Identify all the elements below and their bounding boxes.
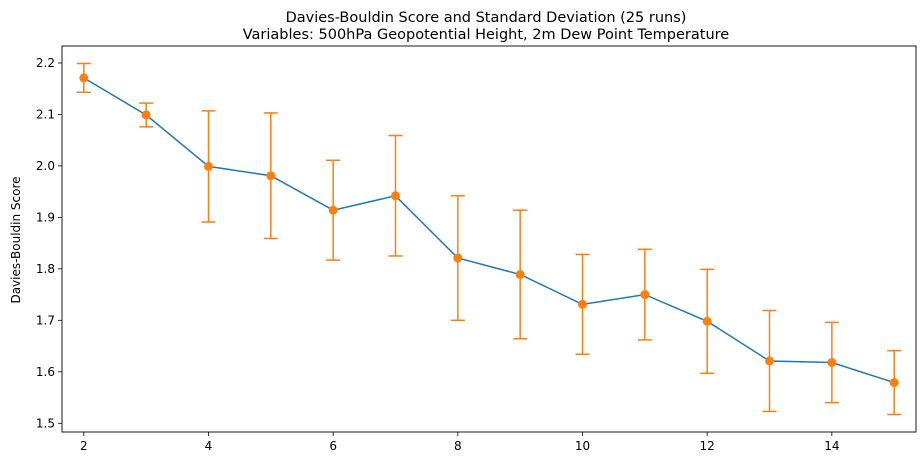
data-point [765,356,775,366]
series-line [83,77,895,384]
x-tick-label: 8 [454,439,462,453]
data-point [203,161,213,171]
axis-ticks: 2 4 6 8 10 12 14 1.5 1.6 1.7 1.8 1.9 2.0 2.1 2.2 [36,56,840,453]
data-point [390,191,400,201]
x-tick-label: 2 [80,439,88,453]
data-points [79,73,899,388]
data-point [266,171,276,181]
data-point [889,378,899,388]
data-point [515,270,525,280]
x-tick-label: 10 [575,439,590,453]
chart-title: Davies-Bouldin Score and Standard Deviat… [286,10,687,26]
plot-frame [61,45,917,433]
y-tick-label: 1.9 [36,210,55,224]
x-tick-label: 12 [700,439,715,453]
data-point [328,205,338,215]
x-tick-label: 4 [205,439,213,453]
y-tick-label: 1.8 [36,262,55,276]
y-tick-label: 1.6 [36,365,55,379]
x-tick-label: 14 [824,439,839,453]
data-point [453,253,463,263]
y-tick-label: 2.0 [36,159,55,173]
data-point [79,73,89,83]
x-tick-label: 6 [329,439,337,453]
data-point [640,290,650,300]
data-point [141,110,151,120]
data-point [827,358,837,368]
y-tick-label: 1.7 [36,313,55,327]
data-point [578,299,588,309]
y-axis-label: Davies-Bouldin Score [9,176,23,303]
y-tick-label: 2.1 [36,107,55,121]
y-tick-label: 2.2 [36,56,55,70]
y-tick-label: 1.5 [36,416,55,430]
data-point [702,316,712,326]
chart-subtitle: Variables: 500hPa Geopotential Height, 2… [243,27,730,43]
